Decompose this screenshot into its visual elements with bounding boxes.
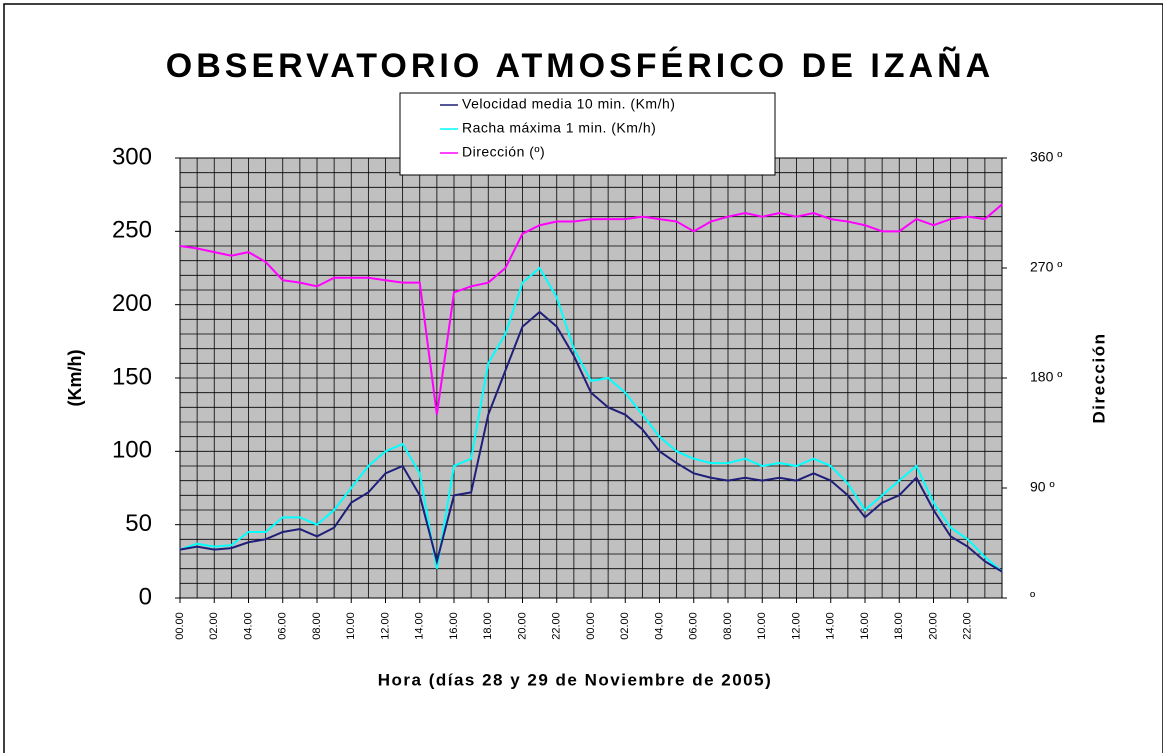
series-line [179, 266, 1003, 573]
x-tick-label: 18.00 [893, 612, 905, 640]
y-tick-label: 200 [112, 290, 152, 317]
x-tick-label: 14.00 [414, 612, 426, 640]
y-tick-label: 0 [139, 583, 152, 610]
y2-axis-label: Dirección [1089, 333, 1108, 424]
x-tick-label: 00.00 [174, 612, 186, 640]
x-tick-label: 08.00 [311, 612, 323, 640]
x-tick-label: 12.00 [379, 612, 391, 640]
x-tick-label: 04.00 [653, 612, 665, 640]
y2-tick-label: 180 º [1030, 369, 1062, 385]
series-line [179, 203, 1003, 415]
y2-tick-label: º [1030, 589, 1035, 605]
x-tick-label: 00.00 [585, 612, 597, 640]
x-tick-label: 10.00 [756, 612, 768, 640]
x-tick-label: 02.00 [208, 612, 220, 640]
x-tick-label: 22.00 [551, 612, 563, 640]
series-line [179, 310, 1003, 573]
y2-tick-label: 270 º [1030, 259, 1062, 275]
x-tick-label: 16.00 [859, 612, 871, 640]
x-tick-label: 02.00 [619, 612, 631, 640]
y-tick-label: 50 [125, 510, 152, 537]
y-axis-label: (Km/h) [65, 350, 85, 407]
x-tick-label: 22.00 [962, 612, 974, 640]
x-tick-label: 18.00 [482, 612, 494, 640]
y-tick-label: 100 [112, 437, 152, 464]
x-tick-label: 06.00 [688, 612, 700, 640]
y-tick-label: 250 [112, 217, 152, 244]
y2-tick-label: 360 º [1030, 149, 1062, 165]
chart-title: OBSERVATORIO ATMOSFÉRICO DE IZAÑA [166, 47, 994, 85]
legend-box [399, 92, 776, 176]
x-tick-label: 10.00 [345, 612, 357, 640]
x-tick-label: 08.00 [722, 612, 734, 640]
x-tick-label: 04.00 [242, 612, 254, 640]
x-tick-label: 16.00 [448, 612, 460, 640]
x-tick-label: 14.00 [825, 612, 837, 640]
y2-tick-label: 90 º [1030, 479, 1055, 495]
x-tick-label: 20.00 [927, 612, 939, 640]
y-tick-label: 300 [112, 143, 152, 170]
x-tick-label: 06.00 [277, 612, 289, 640]
legend-label: Racha máxima 1 min. (Km/h) [462, 120, 656, 136]
x-tick-label: 20.00 [516, 612, 528, 640]
legend-label: Velocidad media 10 min. (Km/h) [462, 96, 675, 112]
x-tick-label: 12.00 [790, 612, 802, 640]
y-tick-label: 150 [112, 363, 152, 390]
legend-label: Dirección (º) [462, 144, 545, 160]
x-axis-label: Hora (días 28 y 29 de Noviembre de 2005) [378, 670, 773, 689]
